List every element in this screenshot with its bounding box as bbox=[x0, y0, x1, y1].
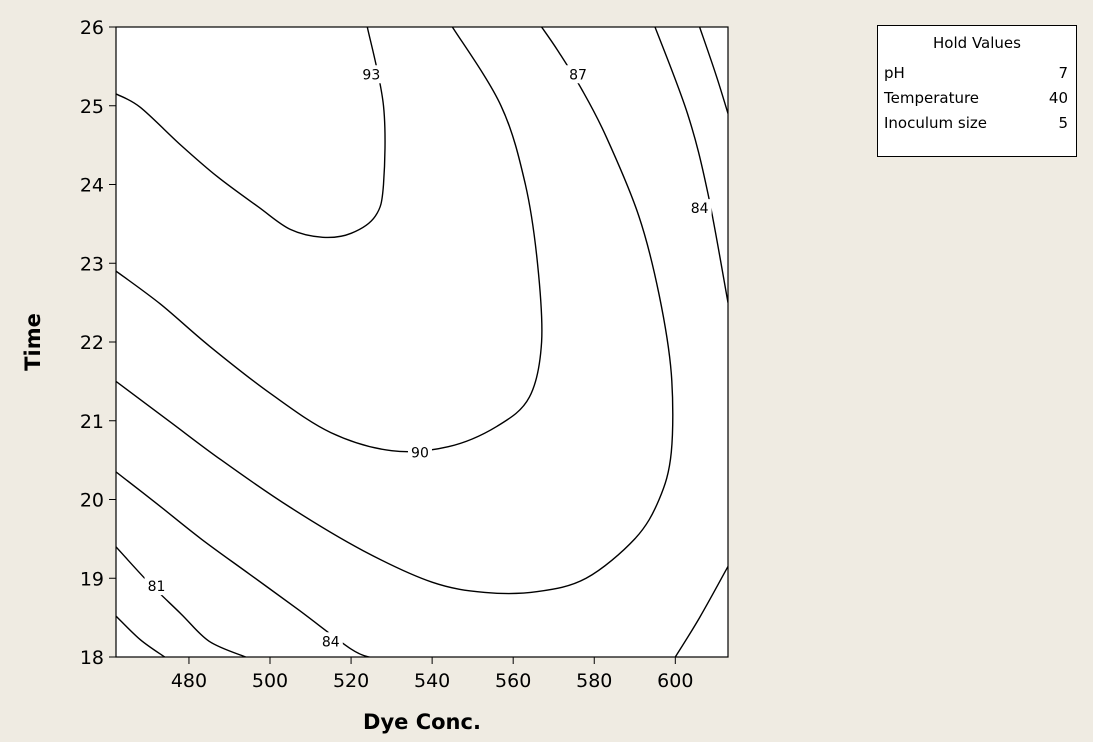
contour-line-84 bbox=[674, 566, 728, 657]
y-tick-label: 19 bbox=[80, 568, 104, 590]
contour-label-84: 84 bbox=[322, 634, 340, 650]
hold-value-number: 7 bbox=[1058, 63, 1068, 82]
contour-label-background bbox=[359, 65, 384, 84]
contour-line-81 bbox=[116, 546, 246, 657]
contour-label-93: 93 bbox=[362, 67, 380, 83]
contour-line-93 bbox=[116, 27, 386, 239]
contour-line-78 bbox=[116, 615, 166, 657]
hold-value-name: Inoculum size bbox=[884, 113, 988, 132]
contour-line-81 bbox=[698, 27, 728, 114]
y-tick-label: 24 bbox=[80, 175, 104, 197]
contour-label-background bbox=[566, 65, 591, 84]
contour-label-background bbox=[687, 199, 712, 218]
x-tick-label: 540 bbox=[414, 670, 450, 692]
y-tick-label: 18 bbox=[80, 647, 104, 669]
contour-label-84: 84 bbox=[691, 201, 709, 217]
hold-value-name: Temperature bbox=[884, 88, 980, 107]
contour-line-84 bbox=[116, 471, 372, 657]
hold-value-row: Inoculum size 5 bbox=[878, 110, 1076, 135]
y-tick-label: 20 bbox=[80, 490, 104, 512]
y-axis-title: Time bbox=[21, 313, 45, 371]
contour-label-90: 90 bbox=[411, 445, 429, 461]
hold-values-title: Hold Values bbox=[933, 34, 1021, 52]
x-tick-label: 600 bbox=[657, 670, 693, 692]
contour-label-background bbox=[407, 443, 432, 462]
contour-label-81: 81 bbox=[148, 579, 166, 595]
x-tick-label: 500 bbox=[252, 670, 288, 692]
contour-label-87: 87 bbox=[569, 67, 587, 83]
x-tick-label: 580 bbox=[576, 670, 612, 692]
hold-value-row: Temperature 40 bbox=[878, 85, 1076, 110]
contour-line-87 bbox=[116, 27, 674, 595]
contour-label-background bbox=[318, 632, 343, 651]
y-tick-label: 26 bbox=[80, 17, 104, 39]
hold-values-box: Hold Values pH 7 Temperature 40 Inoculum siz… bbox=[877, 25, 1077, 157]
contour-layer: 93 90 87 84 84 81 bbox=[116, 27, 728, 657]
tick-layer: 480 500 520 540 560 580 600 18 19 20 21 22 23 24 25 26 bbox=[80, 17, 694, 692]
x-axis-title: Dye Conc. bbox=[363, 710, 481, 734]
hold-value-number: 40 bbox=[1048, 88, 1068, 107]
y-tick-label: 21 bbox=[80, 411, 104, 433]
hold-value-row: pH 7 bbox=[878, 60, 1076, 85]
plot-area bbox=[115, 26, 729, 658]
hold-values-rows: pH 7 Temperature 40 Inoculum size 5 bbox=[878, 60, 1076, 135]
y-tick-label: 23 bbox=[80, 253, 104, 275]
y-tick-label: 25 bbox=[80, 96, 104, 118]
contour-label-background bbox=[144, 577, 169, 596]
y-tick-label: 22 bbox=[80, 332, 104, 354]
x-tick-label: 560 bbox=[495, 670, 531, 692]
hold-value-name: pH bbox=[884, 63, 905, 82]
x-tick-label: 520 bbox=[333, 670, 369, 692]
hold-value-number: 5 bbox=[1058, 113, 1068, 132]
x-tick-label: 480 bbox=[171, 670, 207, 692]
contour-line-90 bbox=[116, 27, 543, 453]
contour-line-84 bbox=[654, 27, 728, 303]
